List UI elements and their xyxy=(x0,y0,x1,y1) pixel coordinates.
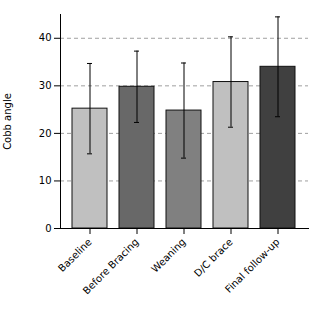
svg-text:20: 20 xyxy=(39,128,52,139)
svg-text:Final follow-up: Final follow-up xyxy=(223,236,282,295)
svg-text:30: 30 xyxy=(39,80,52,91)
svg-text:Before Bracing: Before Bracing xyxy=(81,236,141,296)
svg-text:Cobb angle: Cobb angle xyxy=(2,93,13,150)
svg-text:Weaning: Weaning xyxy=(149,236,187,274)
svg-text:10: 10 xyxy=(39,175,52,186)
svg-text:D/C brace: D/C brace xyxy=(192,236,235,279)
svg-text:0: 0 xyxy=(45,223,51,234)
svg-text:40: 40 xyxy=(39,32,52,43)
svg-text:Baseline: Baseline xyxy=(56,236,94,274)
